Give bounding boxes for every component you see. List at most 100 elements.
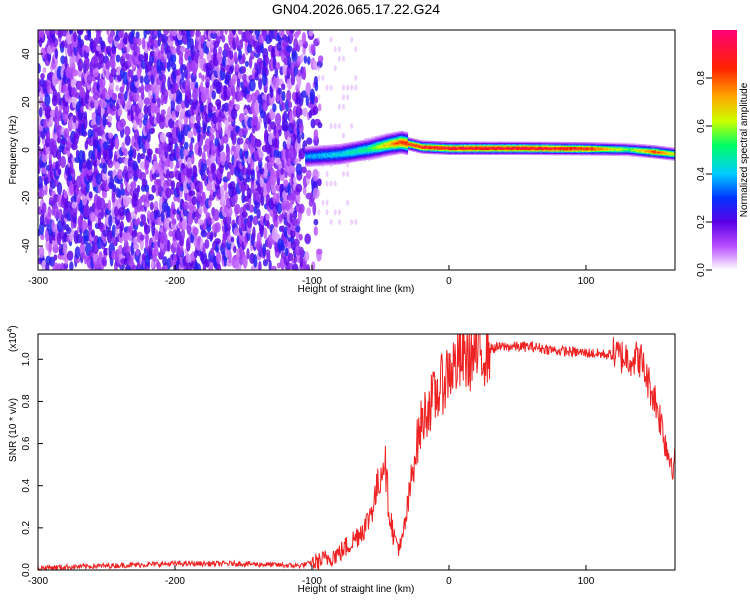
spectrogram-cell xyxy=(234,104,241,111)
ridge-cell xyxy=(355,156,358,159)
ridge-cell xyxy=(473,146,476,148)
ridge-cell xyxy=(548,151,551,153)
ridge-cell xyxy=(406,145,409,147)
ridge-cell xyxy=(432,152,435,155)
spectrogram-cell xyxy=(287,182,292,196)
ridge-cell xyxy=(439,150,441,153)
ridge-cell xyxy=(357,145,359,148)
spectrogram-cell xyxy=(116,169,123,180)
ridge-cell xyxy=(484,142,487,145)
spectrogram-cell xyxy=(313,226,318,236)
ridge-cell xyxy=(443,153,446,155)
spectrogram-cell xyxy=(250,50,255,60)
ridge-cell xyxy=(518,153,521,156)
ridge-cell xyxy=(390,138,392,141)
ridge-cell xyxy=(474,142,477,145)
ridge-cell xyxy=(370,150,373,152)
ridge-cell xyxy=(521,141,524,144)
spectrogram-cell xyxy=(305,264,311,270)
ridge-cell xyxy=(359,150,362,152)
ridge-cell xyxy=(481,153,484,155)
ridge-cell xyxy=(353,159,355,161)
ridge-cell xyxy=(491,144,494,146)
ridge-cell xyxy=(470,153,473,155)
ridge-cell xyxy=(406,136,409,139)
ridge-cell xyxy=(317,162,320,164)
ridge-cell xyxy=(411,142,414,145)
ridge-cell xyxy=(377,157,380,159)
ridge-cell xyxy=(516,152,518,154)
spectrogram-cell xyxy=(207,102,214,114)
spectrogram-cell xyxy=(305,82,311,96)
ridge-cell xyxy=(391,132,394,134)
spectrogram-cell xyxy=(145,232,149,243)
spectrogram-cell xyxy=(317,103,322,112)
spectrogram-cell xyxy=(238,137,244,145)
ridge-cell xyxy=(377,136,380,139)
ridge-cell xyxy=(381,142,384,145)
ridge-cell xyxy=(420,144,422,147)
ridge-cell xyxy=(394,152,396,154)
ridge-cell xyxy=(516,150,518,152)
ridge-cell xyxy=(358,144,361,146)
ridge-cell xyxy=(499,148,502,151)
ridge-cell xyxy=(487,152,489,154)
spectrogram-cell xyxy=(137,152,141,164)
ridge-cell xyxy=(388,140,391,142)
ridge-cell xyxy=(331,154,333,156)
ridge-cell xyxy=(542,146,544,148)
ridge-cell xyxy=(377,149,380,152)
ridge-cell xyxy=(470,144,473,146)
ridge-cell xyxy=(310,160,313,162)
ridge-cell xyxy=(324,152,326,154)
ridge-cell xyxy=(436,151,439,154)
ridge-cell xyxy=(502,151,504,153)
ridge-cell xyxy=(535,142,537,145)
spectrogram-cell xyxy=(98,197,106,211)
ridge-cell xyxy=(483,146,485,148)
ridge-cell xyxy=(335,150,337,152)
ridge-cell xyxy=(342,160,344,162)
ridge-cell xyxy=(324,146,326,148)
ridge-cell xyxy=(368,148,370,150)
ridge-cell xyxy=(401,139,403,141)
spectrogram-cell xyxy=(201,151,206,164)
ridge-cell xyxy=(376,138,378,140)
ridge-cell xyxy=(480,148,483,151)
spectrogram-cell xyxy=(238,232,244,245)
ridge-cell xyxy=(553,152,555,155)
ridge-cell xyxy=(364,150,366,152)
ridge-cell xyxy=(305,151,307,153)
ridge-cell xyxy=(383,146,385,148)
ridge-cell xyxy=(444,152,447,154)
ridge-cell xyxy=(333,149,336,151)
ridge-cell xyxy=(414,144,417,147)
spectrogram-cell xyxy=(66,250,74,261)
ridge-cell xyxy=(370,137,373,139)
spectrogram-cell xyxy=(155,148,162,155)
ridge-cell xyxy=(390,153,392,155)
ridge-cell xyxy=(384,136,387,138)
ridge-cell xyxy=(436,142,439,144)
spectrogram-cell xyxy=(244,149,249,159)
ridge-cell xyxy=(462,142,465,145)
ridge-cell xyxy=(357,154,359,156)
ridge-cell xyxy=(477,146,480,148)
ridge-cell xyxy=(532,152,535,154)
ridge-cell xyxy=(402,135,404,138)
ridge-cell xyxy=(329,149,332,151)
ridge-cell xyxy=(355,151,358,154)
ridge-cell xyxy=(432,142,435,144)
ridge-cell xyxy=(448,141,451,143)
ridge-cell xyxy=(511,144,514,146)
ridge-cell xyxy=(435,150,437,152)
ridge-cell xyxy=(317,161,320,163)
ridge-cell xyxy=(438,143,440,145)
ridge-cell xyxy=(457,153,459,155)
ridge-cell xyxy=(440,142,443,144)
spectrogram-cell xyxy=(100,207,105,220)
ridge-cell xyxy=(327,159,329,161)
spectrogram-cell xyxy=(119,93,126,106)
spectrogram-cell xyxy=(301,131,305,140)
ridge-cell xyxy=(391,136,394,138)
